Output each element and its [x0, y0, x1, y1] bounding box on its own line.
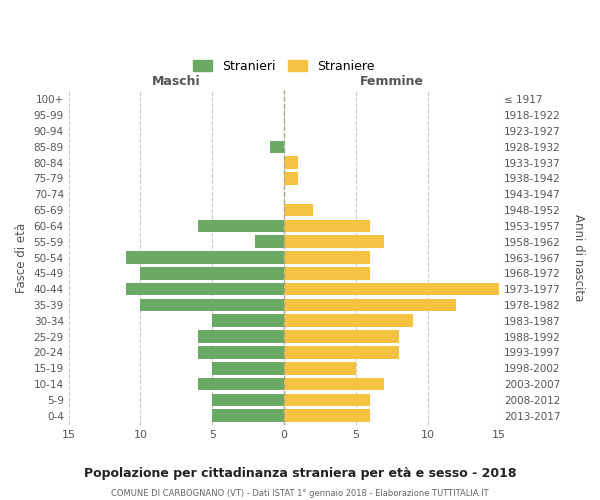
Bar — [284, 330, 399, 343]
Bar — [198, 378, 284, 390]
Bar — [212, 410, 284, 422]
Text: Maschi: Maschi — [152, 74, 200, 88]
Legend: Stranieri, Straniere: Stranieri, Straniere — [190, 56, 378, 76]
Bar — [269, 140, 284, 153]
Bar — [284, 236, 385, 248]
Bar — [255, 236, 284, 248]
Bar — [284, 220, 370, 232]
Bar — [284, 204, 313, 216]
Bar — [284, 378, 385, 390]
Bar — [140, 267, 284, 280]
Bar — [284, 298, 456, 312]
Y-axis label: Fasce di età: Fasce di età — [15, 222, 28, 292]
Bar — [212, 394, 284, 406]
Bar — [284, 251, 370, 264]
Bar — [212, 314, 284, 327]
Text: Femmine: Femmine — [359, 74, 424, 88]
Bar — [284, 314, 413, 327]
Bar — [284, 172, 298, 185]
Bar — [284, 362, 356, 374]
Bar — [198, 346, 284, 358]
Bar — [198, 330, 284, 343]
Text: Popolazione per cittadinanza straniera per età e sesso - 2018: Popolazione per cittadinanza straniera p… — [84, 468, 516, 480]
Bar — [126, 283, 284, 296]
Y-axis label: Anni di nascita: Anni di nascita — [572, 214, 585, 301]
Bar — [284, 410, 370, 422]
Bar — [126, 251, 284, 264]
Bar — [284, 394, 370, 406]
Bar — [284, 156, 298, 169]
Text: COMUNE DI CARBOGNANO (VT) - Dati ISTAT 1° gennaio 2018 - Elaborazione TUTTITALIA: COMUNE DI CARBOGNANO (VT) - Dati ISTAT 1… — [111, 489, 489, 498]
Bar — [284, 283, 499, 296]
Bar — [212, 362, 284, 374]
Bar — [284, 267, 370, 280]
Bar — [284, 346, 399, 358]
Bar — [140, 298, 284, 312]
Bar — [198, 220, 284, 232]
